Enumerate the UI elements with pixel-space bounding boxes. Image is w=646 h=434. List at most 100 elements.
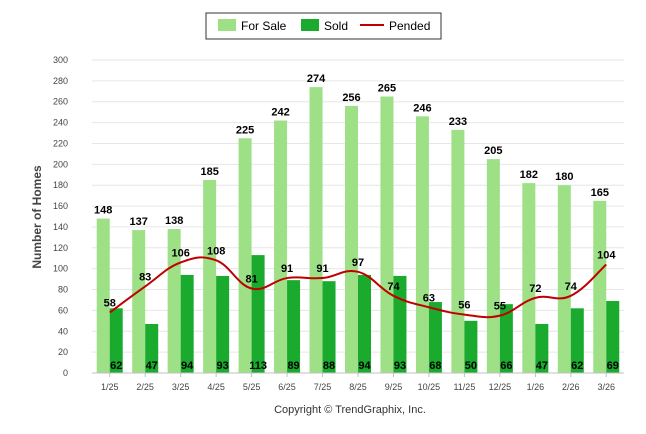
bar-sold [109, 308, 123, 373]
bar-sold [606, 301, 620, 373]
label-pended: 91 [316, 263, 328, 275]
label-sold: 94 [181, 360, 194, 372]
x-tick-label: 12/25 [489, 382, 512, 392]
y-tick-label: 240 [53, 118, 68, 128]
label-for-sale: 256 [342, 92, 360, 104]
label-sold: 62 [571, 360, 583, 372]
label-sold: 113 [249, 360, 267, 372]
y-tick-label: 180 [53, 180, 68, 190]
bar-sold [464, 320, 478, 373]
label-for-sale: 138 [165, 215, 183, 227]
bar-for-sale [238, 138, 252, 373]
bar-for-sale [486, 159, 500, 373]
label-pended: 58 [104, 297, 116, 309]
x-tick-label: 2/25 [136, 382, 154, 392]
copyright: Copyright © TrendGraphix, Inc. [274, 404, 426, 416]
label-for-sale: 274 [307, 73, 326, 85]
bar-sold [287, 280, 301, 373]
x-tick-label: 9/25 [385, 382, 403, 392]
bar-for-sale [593, 200, 607, 373]
legend-sold-label: Sold [324, 19, 348, 33]
y-tick-label: 80 [58, 285, 68, 295]
label-sold: 47 [536, 360, 548, 372]
label-for-sale: 165 [591, 187, 609, 199]
bar-for-sale [345, 105, 358, 373]
label-sold: 89 [287, 360, 299, 372]
bar-for-sale [309, 87, 323, 374]
x-tick-label: 4/25 [207, 382, 225, 392]
label-sold: 47 [146, 360, 158, 372]
label-for-sale: 233 [449, 116, 467, 128]
y-tick-label: 0 [63, 368, 68, 378]
bar-sold [180, 274, 194, 373]
label-pended: 74 [387, 281, 400, 293]
pended-line-path [109, 256, 607, 319]
data-labels: 148 62 58 137 47 83 138 94 106 185 93 108 225 113 81 24… [94, 73, 619, 372]
legend: For Sale Sold Pended [205, 12, 442, 40]
x-tick-label: 2/26 [562, 382, 580, 392]
y-tick-label: 60 [58, 305, 68, 315]
bar-sold [570, 308, 584, 373]
label-pended: 83 [139, 271, 151, 283]
bar-for-sale [557, 185, 571, 373]
y-tick-label: 40 [58, 326, 68, 336]
legend-pended-label: Pended [389, 19, 430, 33]
label-pended: 104 [597, 249, 616, 261]
bar-for-sale [274, 120, 288, 373]
bar-for-sale [415, 116, 429, 373]
label-pended: 56 [458, 300, 470, 312]
y-tick-label: 160 [53, 201, 68, 211]
label-pended: 97 [352, 257, 364, 269]
x-tick-label: 1/26 [527, 382, 545, 392]
label-sold: 93 [217, 360, 229, 372]
y-tick-label: 200 [53, 159, 68, 169]
x-tick-label: 1/25 [101, 382, 119, 392]
label-sold: 94 [358, 360, 371, 372]
label-for-sale: 180 [555, 171, 573, 183]
legend-box [205, 12, 442, 40]
y-tick-label: 280 [53, 76, 68, 86]
label-for-sale: 137 [130, 216, 148, 228]
label-pended: 74 [565, 281, 578, 293]
label-pended: 55 [494, 301, 506, 313]
label-for-sale: 225 [236, 124, 254, 136]
bar-sold [358, 274, 371, 373]
y-axis-ticks: 0 20 40 60 80 100 120 140 160 180 200 220 240 260 280 3… [53, 55, 68, 378]
legend-for-sale-swatch [218, 19, 236, 31]
label-pended: 91 [281, 263, 293, 275]
pended-line [109, 256, 607, 319]
label-sold: 88 [323, 360, 335, 372]
label-for-sale: 205 [484, 145, 502, 157]
bar-sold [499, 304, 513, 373]
label-for-sale: 185 [200, 166, 218, 178]
label-pended: 63 [423, 292, 435, 304]
bar-sold [145, 323, 159, 373]
x-tick-label: 3/25 [172, 382, 190, 392]
bar-for-sale [522, 183, 536, 373]
label-for-sale: 148 [94, 205, 112, 217]
bar-for-sale [132, 230, 146, 373]
label-sold: 66 [500, 360, 512, 372]
x-tick-label: 3/26 [598, 382, 616, 392]
label-sold: 68 [429, 360, 441, 372]
x-tick-label: 8/25 [349, 382, 367, 392]
bars [96, 87, 620, 374]
x-tick-label: 10/25 [418, 382, 441, 392]
label-sold: 50 [465, 360, 477, 372]
bar-sold [535, 323, 549, 373]
label-pended: 81 [245, 273, 257, 285]
bar-for-sale [96, 218, 110, 373]
legend-sold-swatch [301, 19, 319, 31]
y-tick-label: 100 [53, 264, 68, 274]
y-tick-label: 300 [53, 55, 68, 65]
y-tick-label: 260 [53, 97, 68, 107]
label-pended: 106 [171, 247, 189, 259]
label-pended: 108 [207, 245, 225, 257]
bar-for-sale [167, 229, 181, 373]
label-sold: 93 [394, 360, 406, 372]
label-sold: 62 [110, 360, 122, 372]
x-tick-label: 5/25 [243, 382, 261, 392]
label-pended: 72 [529, 283, 541, 295]
x-axis-ticks: 1/25 2/25 3/25 4/25 5/25 6/25 7/25 8/25 9/25 10/2… [101, 373, 615, 392]
